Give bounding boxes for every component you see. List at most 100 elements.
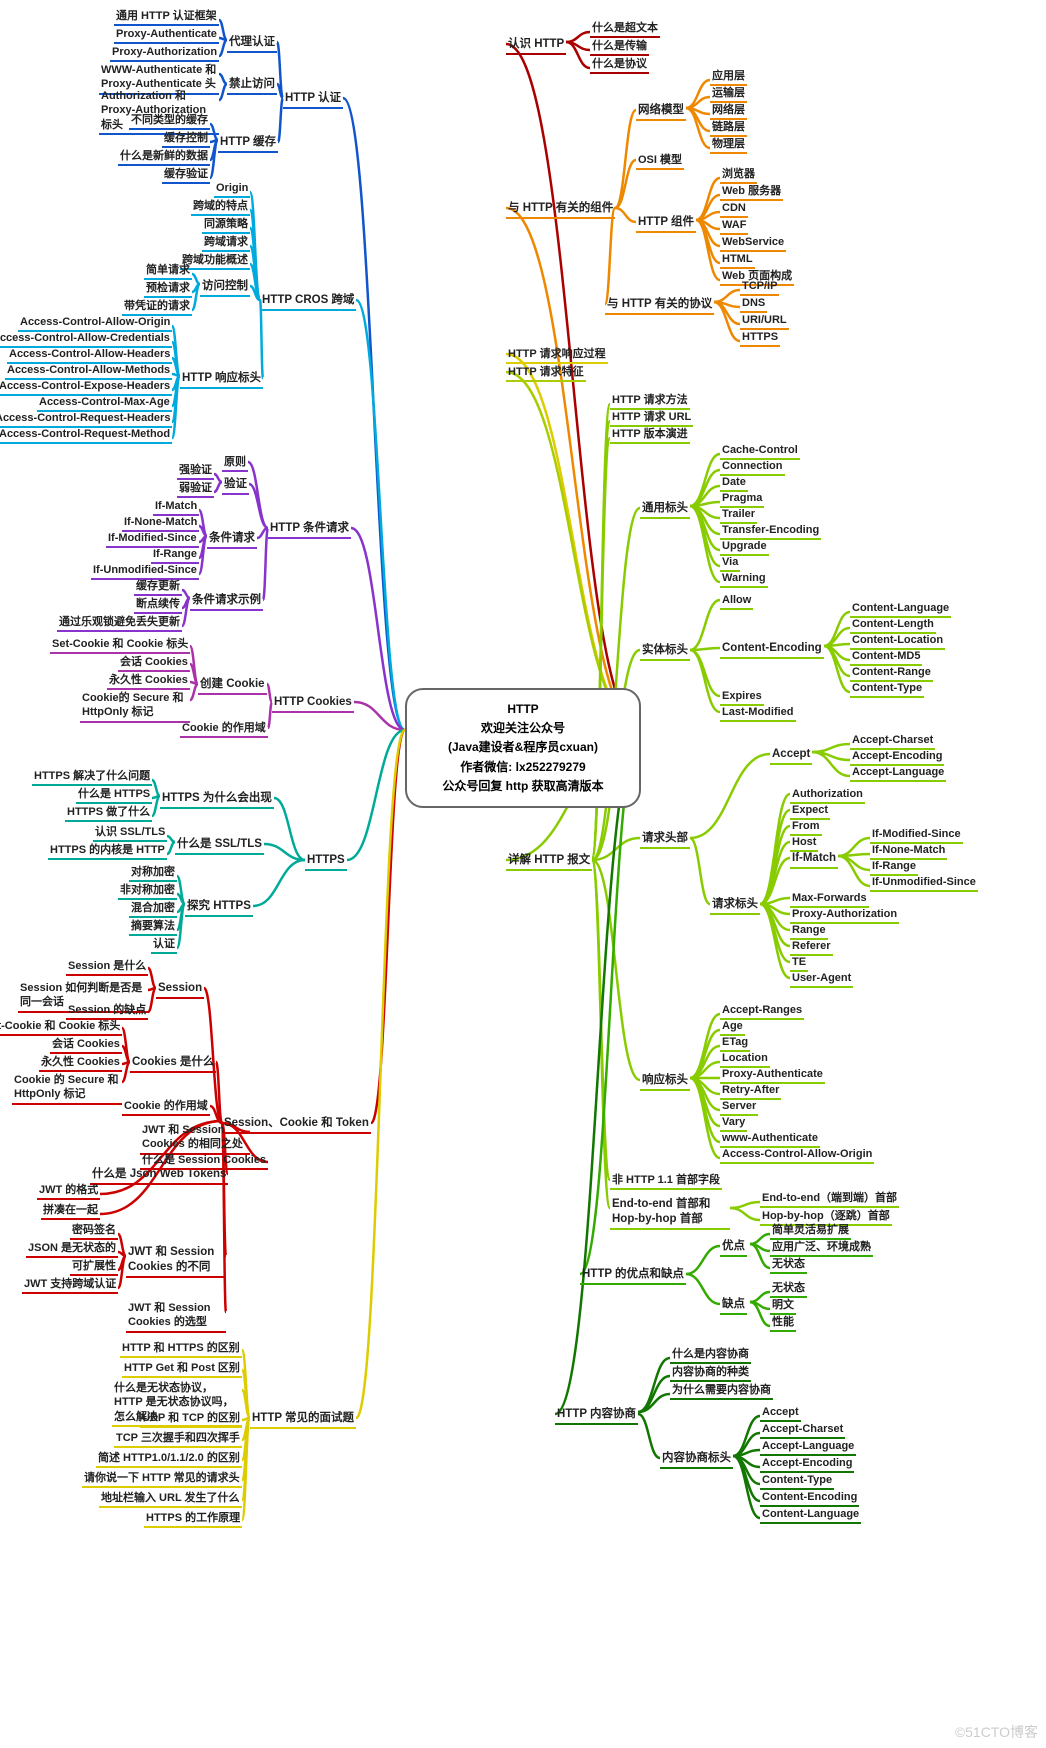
gen-hdr: 通用标头 [640, 500, 690, 519]
http-auth: HTTP 认证 [283, 90, 343, 109]
pros-leaf-2: 无状态 [770, 1256, 807, 1274]
req-10: User-Agent [790, 970, 853, 988]
cache-leaf-2: 什么是新鲜的数据 [118, 148, 210, 166]
ssl-tls: 什么是 SSL/TLS [175, 836, 264, 855]
know-http: 认识 HTTP [506, 36, 566, 55]
http-msg: 详解 HTTP 报文 [506, 852, 592, 871]
resp-hdr: HTTP 响应标头 [180, 370, 263, 389]
resp-hdr-leaf-7: Access-Control-Request-Method [0, 426, 172, 444]
parts-leaf-0: 浏览器 [720, 166, 757, 184]
http-parts: HTTP 组件 [636, 214, 696, 233]
jwtd-leaf-2: 可扩展性 [70, 1258, 118, 1276]
nm-leaf-3: 链路层 [710, 119, 747, 137]
session: Session [156, 980, 204, 999]
jwtfmt-1: 拼凑在一起 [41, 1202, 100, 1220]
adv: HTTP 的优点和缺点 [580, 1266, 686, 1285]
ssl-leaf-0: 认识 SSL/TLS [93, 824, 167, 842]
nm-leaf-4: 物理层 [710, 136, 747, 154]
cache-leaf-1: 缓存控制 [162, 130, 210, 148]
cookies: HTTP Cookies [272, 694, 354, 713]
req-hdr: 请求标头 [710, 896, 760, 915]
principle: 原则 [222, 454, 248, 472]
https: HTTPS [305, 852, 347, 871]
http-proto: 与 HTTP 有关的协议 [605, 296, 714, 315]
proxy-auth-leaf-0: 通用 HTTP 认证框架 [114, 8, 219, 26]
neg-top-2: 为什么需要内容协商 [670, 1382, 773, 1400]
proto-leaf-1: DNS [740, 295, 767, 313]
faq-1: HTTP Get 和 Post 区别 [122, 1360, 242, 1378]
jwt-1: 什么是 Session Cookies [140, 1152, 268, 1170]
validate: 验证 [222, 476, 249, 495]
cookie-scope: Cookie 的作用域 [180, 720, 268, 738]
why-leaf-0: HTTPS 解决了什么问题 [32, 768, 152, 786]
center-l4: 作者微信: lx252279279 [415, 758, 631, 777]
faq-7: 地址栏输入 URL 发生了什么 [99, 1490, 242, 1508]
pros: 优点 [720, 1238, 747, 1257]
negh-leaf-5: Content-Encoding [760, 1489, 859, 1507]
cache-leaf-3: 缓存验证 [162, 166, 210, 184]
faq-0: HTTP 和 HTTPS 的区别 [120, 1340, 242, 1358]
proto-leaf-3: HTTPS [740, 329, 780, 347]
center-node: HTTP 欢迎关注公众号 (Java建设者&程序员cxuan) 作者微信: lx… [405, 688, 641, 808]
exp-leaf-1: 非对称加密 [118, 882, 177, 900]
jwt-0: JWT 和 Session Cookies 的相同之处 [140, 1122, 250, 1155]
cros: HTTP CROS 跨域 [260, 292, 356, 311]
gen-leaf-8: Warning [720, 570, 768, 588]
accept: Accept [770, 746, 812, 765]
resp-hdr2: 响应标头 [640, 1072, 690, 1091]
cros-top-0: Origin [214, 180, 250, 198]
exp-leaf-4: 认证 [151, 936, 177, 954]
non11: 非 HTTP 1.1 首部字段 [610, 1172, 722, 1190]
ckw-0: Set-Cookie 和 Cookie 标头 [0, 1018, 122, 1036]
neg-top-1: 内容协商的种类 [670, 1364, 751, 1382]
cache-leaf-0: 不同类型的缓存 [129, 112, 210, 130]
ck-1: 会话 Cookies [118, 654, 190, 672]
http-comp: 与 HTTP 有关的组件 [506, 200, 615, 219]
forbid: 禁止访问 [227, 76, 277, 95]
proxy-auth-leaf-2: Proxy-Authorization [110, 44, 219, 62]
proxy-auth: 代理认证 [227, 34, 277, 53]
neg-top-0: 什么是内容协商 [670, 1346, 751, 1364]
val-leaf-1: 弱验证 [177, 480, 214, 498]
req-resp: HTTP 请求响应过程 [506, 346, 608, 364]
ent-hdr: 实体标头 [640, 642, 690, 661]
req-feat: HTTP 请求特征 [506, 364, 586, 382]
cookie-scope2: Cookie 的作用域 [122, 1098, 210, 1116]
cookies-what: Cookies 是什么 [130, 1054, 216, 1073]
pros-leaf-0: 简单灵活易扩展 [770, 1222, 851, 1240]
parts-leaf-1: Web 服务器 [720, 183, 783, 201]
req-head: 请求头部 [640, 830, 690, 849]
jwtd-leaf-1: JSON 是无状态的 [26, 1240, 118, 1258]
ifm-leaf-3: If-Unmodified-Since [870, 874, 978, 892]
msg-top-1: HTTP 请求 URL [610, 409, 693, 427]
ac-leaf-1: 预检请求 [144, 280, 192, 298]
neg-hdr: 内容协商标头 [660, 1450, 733, 1469]
parts-leaf-2: CDN [720, 200, 748, 218]
http-cache: HTTP 缓存 [218, 134, 278, 153]
ex-leaf-2: 通过乐观锁避免丢失更新 [57, 614, 182, 632]
why-leaf-2: HTTPS 做了什么 [65, 804, 152, 822]
jwtfmt-0: JWT 的格式 [37, 1182, 100, 1200]
ckw-1: 会话 Cookies [50, 1036, 122, 1054]
center-title: HTTP [415, 700, 631, 719]
nm-leaf-2: 网络层 [710, 102, 747, 120]
msg-top-0: HTTP 请求方法 [610, 392, 690, 410]
lastmod: Last-Modified [720, 704, 796, 722]
faq-3: UDP 和 TCP 的区别 [140, 1410, 242, 1428]
ckw-3: Cookie 的 Secure 和 HttpOnly 标记 [12, 1072, 122, 1105]
net-model: 网络模型 [636, 102, 686, 121]
center-l5: 公众号回复 http 获取高清版本 [415, 777, 631, 796]
know-leaf-0: 什么是超文本 [590, 20, 660, 38]
create-cookie: 创建 Cookie [198, 676, 267, 695]
content-enc: Content-Encoding [720, 640, 824, 659]
ex-leaf-1: 断点续传 [134, 596, 182, 614]
jwtd-leaf-0: 密码签名 [70, 1222, 118, 1240]
parts-leaf-4: WebService [720, 234, 786, 252]
parts-leaf-3: WAF [720, 217, 748, 235]
osi: OSI 模型 [636, 152, 684, 170]
center-l3: (Java建设者&程序员cxuan) [415, 738, 631, 757]
cond-ex: 条件请求示例 [190, 592, 263, 611]
nm-leaf-1: 运输层 [710, 85, 747, 103]
negh-leaf-0: Accept [760, 1404, 801, 1422]
ck-3: Cookie的 Secure 和 HttpOnly 标记 [80, 690, 190, 723]
